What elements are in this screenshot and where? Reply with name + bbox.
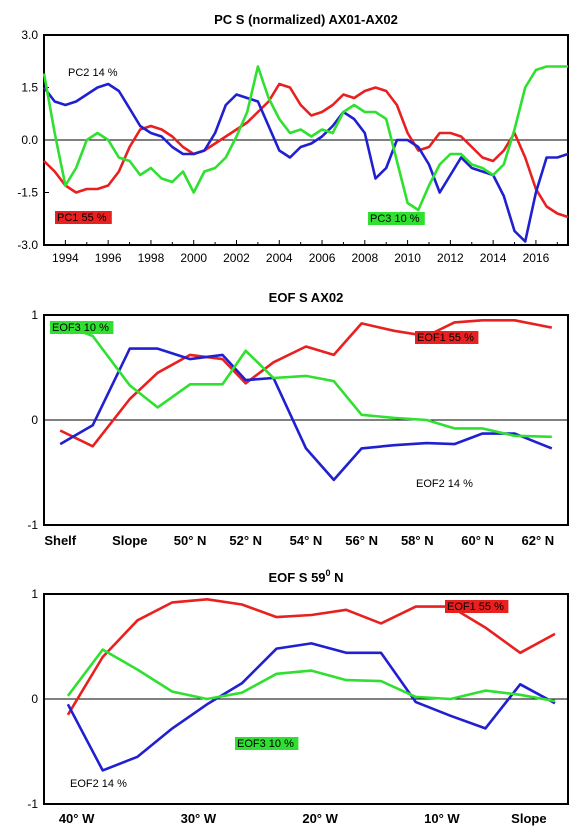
series-labels: EOF3 10 % EOF1 55 % EOF2 14 % [50, 321, 479, 490]
x-axis-ticks: Shelf Slope 50° N 52° N 54° N 56° N 58° N 60° N… [44, 533, 554, 548]
series-line-red [59, 318, 553, 448]
series-labels: EOF1 55 % EOF3 10 % EOF2 14 % [70, 600, 509, 790]
y-tick-label: -1.5 [17, 186, 38, 200]
series-line-red [66, 597, 556, 716]
x-tick-label: 54° N [290, 533, 323, 548]
x-tick-label: 2016 [523, 251, 550, 265]
series-label: EOF2 14 % [70, 778, 127, 790]
x-tick-label: 2000 [180, 251, 207, 265]
series-label: EOF2 14 % [416, 478, 473, 490]
panel-title-superscript: 0 [326, 568, 331, 578]
y-tick-label: -1 [27, 518, 38, 532]
series-label-box [415, 331, 479, 344]
series-labels: PC2 14 % PC1 55 % PC3 10 % [55, 67, 425, 225]
series-line-green [66, 648, 556, 703]
series-label: EOF1 55 % [417, 332, 474, 344]
panel-eof-59n: EOF S 590 N 10-1 40° W 30° W 20° W 10° W Slo… [27, 568, 569, 826]
series-lines [66, 597, 556, 772]
x-tick-label: Shelf [44, 533, 76, 548]
x-tick-label: 40° W [59, 811, 95, 826]
y-tick-label: 0 [31, 692, 38, 706]
x-tick-label: 2010 [394, 251, 421, 265]
x-tick-label: 20° W [302, 811, 338, 826]
y-tick-label: 0.0 [21, 133, 38, 147]
series-label: EOF3 10 % [237, 738, 294, 750]
series-label: PC2 14 % [68, 67, 118, 79]
y-axis-ticks: 1 0 -1 [27, 308, 49, 532]
x-tick-label: 2008 [351, 251, 378, 265]
y-tick-label: 3.0 [21, 28, 38, 42]
series-line-blue [42, 82, 569, 243]
panel-title: EOF S AX02 [269, 290, 344, 305]
series-label-box [55, 211, 112, 224]
series-line-blue [66, 642, 556, 772]
series-line-green [59, 322, 552, 439]
y-tick-label: -3.0 [17, 238, 38, 252]
x-axis-ticks: 1994 1996 1998 2000 2002 2004 2006 2008 2010 2012… [43, 240, 558, 265]
panel-eof-ax02: EOF S AX02 1 0 -1 Shelf Slope 50° N 52° N 54° … [27, 290, 569, 548]
x-tick-label: 2002 [223, 251, 250, 265]
series-label: PC1 55 % [57, 212, 107, 224]
x-tick-label: 60° N [461, 533, 494, 548]
x-tick-label: 1998 [138, 251, 165, 265]
panel-title-main: EOF S 59 [268, 570, 325, 585]
series-label-box [445, 600, 509, 613]
series-label-box [235, 737, 299, 750]
panel-title: EOF S 590 N [268, 568, 343, 585]
x-tick-label: 2004 [266, 251, 293, 265]
x-tick-label: 58° N [401, 533, 434, 548]
y-axis-ticks: 1 0 -1 [27, 587, 49, 811]
x-tick-label: 50° N [174, 533, 207, 548]
x-tick-label: 52° N [229, 533, 262, 548]
y-tick-label: 1.5 [21, 81, 38, 95]
y-tick-label: 1 [31, 587, 38, 601]
x-tick-label: 2012 [437, 251, 464, 265]
series-line-red [43, 82, 569, 219]
series-lines [42, 65, 569, 243]
panel-pc-timeseries: PC S (normalized) AX01-AX02 3.0 1.5 0.0 -1.… [17, 12, 569, 265]
y-tick-label: -1 [27, 797, 38, 811]
series-label-box [368, 212, 425, 225]
series-line-green [42, 65, 568, 212]
x-tick-label: 2014 [480, 251, 507, 265]
y-tick-label: 1 [31, 308, 38, 322]
panel-title-tail: N [331, 570, 344, 585]
x-tick-label: 56° N [345, 533, 378, 548]
panel-title: PC S (normalized) AX01-AX02 [214, 12, 398, 27]
x-tick-label: 2006 [309, 251, 336, 265]
x-tick-label: 1994 [52, 251, 79, 265]
series-label-box [50, 321, 114, 334]
x-axis-ticks: 40° W 30° W 20° W 10° W Slope [59, 811, 547, 826]
series-line-blue [59, 347, 553, 482]
series-label: EOF1 55 % [447, 601, 504, 613]
x-tick-label: 1996 [95, 251, 122, 265]
y-tick-label: 0 [31, 413, 38, 427]
series-lines [59, 318, 553, 482]
x-tick-label: 10° W [424, 811, 460, 826]
x-tick-label: Slope [511, 811, 546, 826]
series-label: EOF3 10 % [52, 322, 109, 334]
series-label: PC3 10 % [370, 213, 420, 225]
x-tick-label: Slope [112, 533, 147, 548]
x-tick-label: 62° N [522, 533, 555, 548]
x-tick-label: 30° W [181, 811, 217, 826]
